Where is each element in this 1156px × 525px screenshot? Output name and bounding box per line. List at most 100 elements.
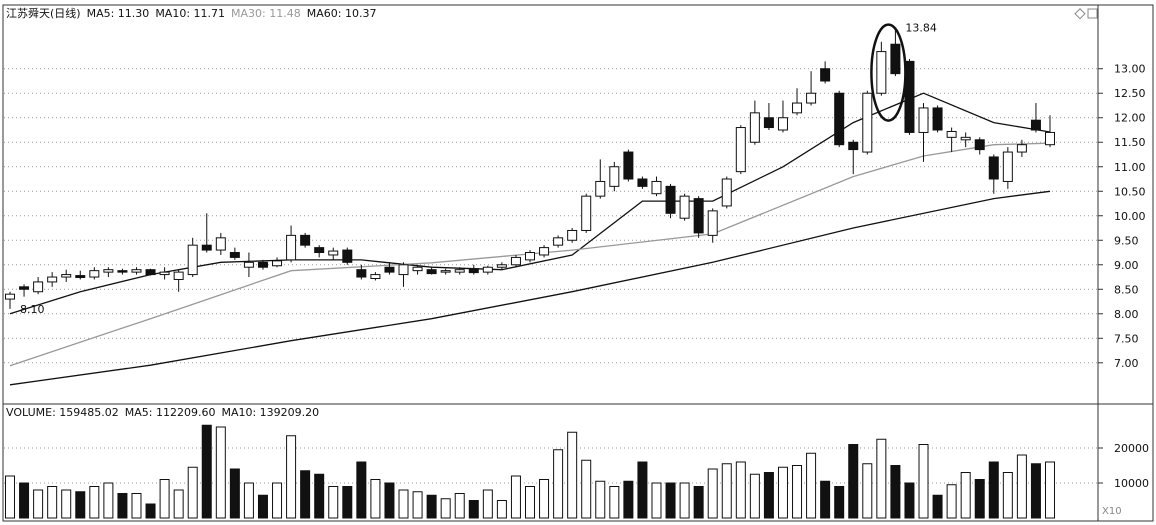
- volume-bar: [229, 468, 240, 519]
- volume-bar: [187, 466, 198, 519]
- y-tick-label: 7.00: [1114, 357, 1139, 370]
- volume-bar: [777, 466, 788, 519]
- candle-body: [1045, 131, 1055, 146]
- header-item: MA10: 139209.20: [221, 406, 319, 419]
- y-tick-label: 11.50: [1114, 136, 1146, 149]
- y-tick-label: 12.00: [1114, 112, 1146, 125]
- volume-bar: [173, 489, 184, 519]
- candle-body: [5, 293, 15, 300]
- candle-body: [792, 102, 803, 114]
- volume-bar: [932, 494, 943, 519]
- volume-bar: [398, 489, 409, 519]
- volume-bar: [482, 489, 493, 519]
- candle-body: [763, 117, 774, 129]
- icon[interactable]: [1074, 8, 1086, 20]
- volume-bar: [792, 465, 803, 519]
- volume-bar: [257, 494, 268, 519]
- candle-body: [693, 198, 704, 234]
- header-item: MA30: 11.48: [231, 7, 301, 20]
- volume-bar: [75, 491, 86, 519]
- candle-body: [370, 274, 381, 279]
- volume-bar: [426, 494, 437, 519]
- y-tick-label: 8.00: [1114, 308, 1139, 321]
- volume-bar: [131, 493, 142, 519]
- candle-body: [707, 210, 718, 236]
- candle-body: [89, 270, 100, 278]
- volume-bar: [595, 480, 606, 519]
- volume-bar: [946, 484, 957, 519]
- volume-bar: [328, 486, 339, 519]
- candle-body: [131, 269, 142, 273]
- volume-bar: [679, 482, 690, 519]
- volume-bar: [834, 486, 845, 519]
- candle-body: [862, 92, 873, 153]
- volume-bar: [103, 482, 114, 519]
- header-item: VOLUME: 159485.02: [6, 406, 119, 419]
- y-tick-label: 9.50: [1114, 234, 1139, 247]
- frame: [2, 4, 1154, 522]
- candle-body: [553, 237, 564, 246]
- candle-body: [229, 252, 240, 258]
- candle-body: [735, 127, 746, 173]
- volume-bar: [749, 473, 760, 519]
- volume-bar: [525, 486, 535, 519]
- volume-bar: [243, 482, 254, 519]
- volume-bar: [510, 475, 521, 519]
- candle-body: [426, 269, 437, 275]
- volume-bar: [637, 461, 648, 519]
- candle-body: [890, 43, 901, 75]
- volume-bar: [539, 479, 550, 519]
- volume-bar: [651, 482, 662, 519]
- volume-bar: [33, 489, 44, 519]
- candle-body: [988, 156, 999, 180]
- y-tick-label: 10000: [1114, 477, 1149, 490]
- candle-body: [525, 252, 535, 261]
- price-header: 江苏舜天(日线) MA5: 11.30 MA10: 11.71 MA30: 11.48…: [6, 6, 376, 20]
- candle-body: [567, 229, 578, 241]
- volume-bar: [820, 480, 831, 519]
- candle-body: [314, 247, 325, 254]
- header-item: MA10: 11.71: [155, 7, 225, 20]
- candle-body: [651, 180, 662, 195]
- candle-body: [75, 275, 86, 279]
- candle-body: [834, 92, 845, 146]
- volume-bar: [468, 500, 479, 519]
- ma-line: [9, 142, 1051, 367]
- volume-bar: [201, 424, 212, 519]
- candle-body: [454, 269, 465, 273]
- volume-header: VOLUME: 159485.02 MA5: 112209.60 MA10: 139…: [6, 406, 319, 419]
- candle-body: [665, 185, 676, 214]
- volume-bar: [1016, 454, 1027, 519]
- volume-bar: [5, 475, 15, 519]
- candle-body: [496, 264, 507, 268]
- candle-body: [19, 286, 30, 290]
- candle-body: [384, 266, 395, 273]
- volume-bar: [988, 461, 999, 519]
- icon[interactable]: [1087, 8, 1098, 19]
- y-tick-label: 9.00: [1114, 259, 1139, 272]
- volume-bar: [19, 482, 30, 519]
- candle-body: [440, 270, 451, 273]
- volume-bar: [960, 472, 971, 519]
- low-label: 8.10: [20, 303, 45, 316]
- candle-body: [581, 195, 592, 231]
- volume-bar: [763, 472, 774, 519]
- candle-body: [468, 268, 479, 274]
- candle-body: [609, 166, 620, 187]
- candle-body: [342, 249, 353, 263]
- y-tick-label: 13.00: [1114, 63, 1146, 76]
- volume-bar: [665, 482, 676, 519]
- volume-bar: [918, 444, 929, 519]
- candle-body: [679, 195, 690, 219]
- volume-bar: [581, 459, 592, 519]
- high-label: 13.84: [905, 22, 937, 35]
- candle-body: [257, 261, 268, 268]
- candle-body: [932, 107, 943, 131]
- candle-body: [145, 269, 156, 276]
- y-tick-label: 11.00: [1114, 161, 1146, 174]
- y-tick-label: 10.50: [1114, 185, 1146, 198]
- candle-body: [300, 234, 311, 246]
- candle-body: [876, 51, 887, 94]
- candle-body: [173, 271, 184, 280]
